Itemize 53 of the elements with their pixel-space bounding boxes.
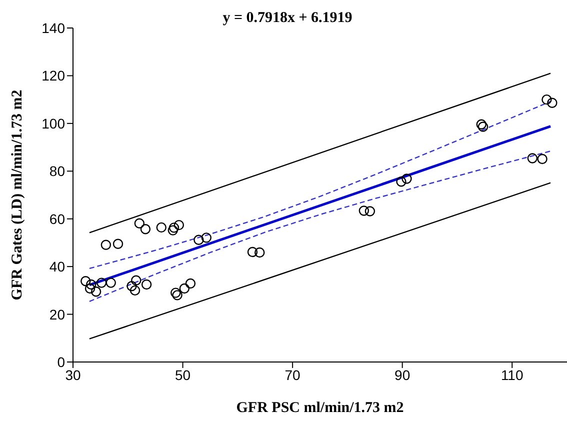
point (156, 222, 166, 233)
point (358, 206, 370, 216)
point (134, 218, 145, 228)
point (254, 247, 265, 258)
point (527, 153, 538, 164)
point (90, 286, 102, 297)
point (130, 285, 140, 296)
point (172, 290, 182, 300)
x-axis-title: GFR PSC ml/min/1.73 m2 (236, 400, 404, 416)
text: y = 0.7918x + 6.1919 (222, 10, 352, 26)
x-tick-label: 30 (65, 366, 81, 383)
line-series (88, 150, 552, 302)
point (168, 225, 178, 236)
y-tick-label: 140 (42, 20, 66, 36)
point (179, 283, 190, 294)
point (547, 98, 558, 108)
y-tick-label: 80 (49, 163, 66, 180)
point (86, 279, 96, 290)
point (106, 278, 116, 288)
point (476, 119, 486, 130)
point (396, 176, 406, 187)
point (131, 275, 142, 286)
point (141, 279, 152, 290)
y-tick-label: 40 (49, 258, 66, 275)
y-tick-label: 0 (57, 354, 66, 370)
x-tick-label: 90 (394, 366, 410, 383)
y-axis-title: GFR Gates (LD) ml/min/1.73 m2 (9, 90, 26, 300)
point (364, 206, 376, 216)
point (402, 174, 412, 184)
x-tick-label: 110 (500, 366, 524, 383)
y-tick-label: 120 (42, 68, 66, 84)
point (126, 281, 137, 292)
point (185, 278, 196, 289)
point (80, 276, 91, 286)
point (100, 240, 112, 250)
x-tick-label: 50 (174, 366, 191, 383)
y-tick-label: 20 (49, 306, 66, 322)
point (201, 232, 212, 243)
y-tick-label: 60 (49, 210, 66, 227)
point (478, 122, 488, 132)
x-tick-label: 70 (284, 366, 301, 383)
point (170, 288, 181, 298)
point (247, 246, 258, 258)
point (96, 278, 107, 288)
point (140, 224, 151, 234)
point (112, 238, 124, 250)
point (174, 220, 184, 230)
y-tick-label: 100 (42, 115, 66, 132)
point (542, 94, 552, 105)
point (168, 222, 180, 233)
point (84, 283, 96, 294)
point (194, 234, 204, 245)
point (537, 154, 548, 164)
